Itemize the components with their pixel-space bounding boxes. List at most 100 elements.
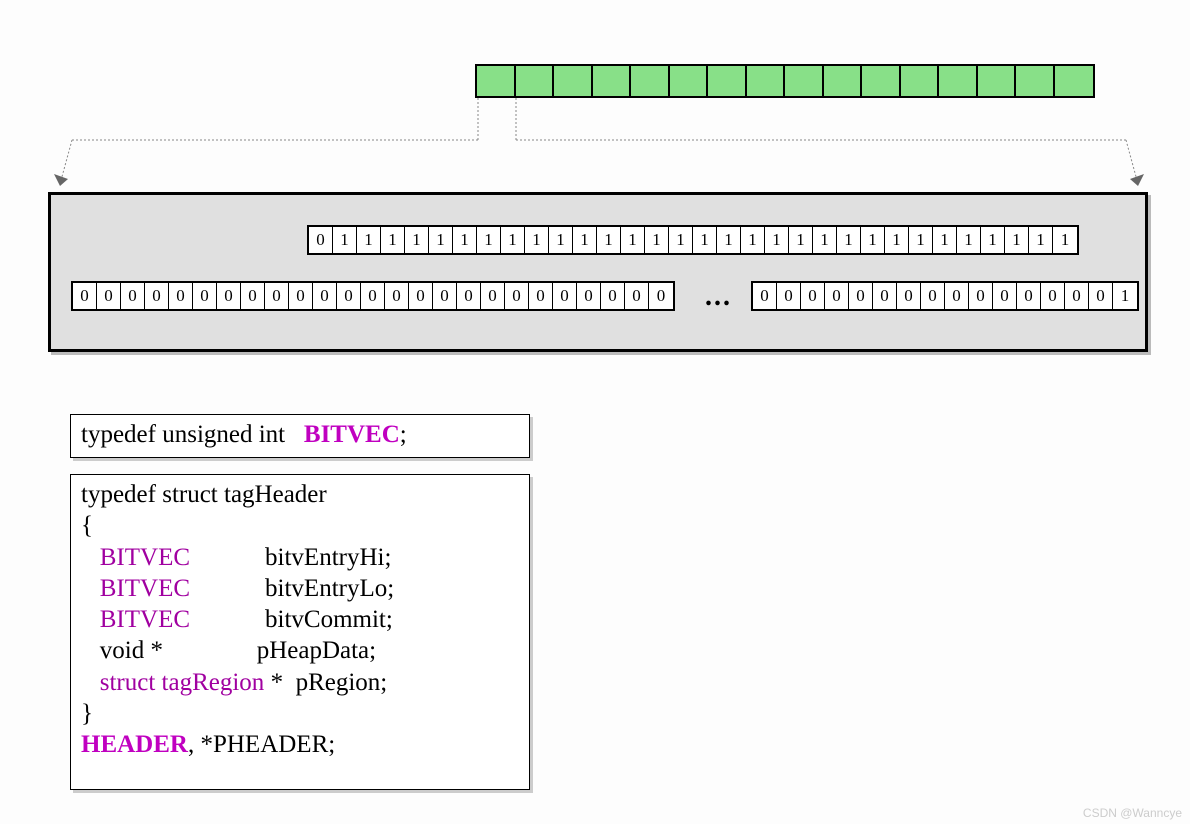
bit-cell: 0	[385, 283, 409, 309]
bit-row-2-right: 0000000000000001	[751, 281, 1139, 311]
bit-cell: 1	[1053, 227, 1077, 253]
bit-cell: 1	[861, 227, 885, 253]
bit-cell: 0	[169, 283, 193, 309]
green-cell	[901, 66, 940, 96]
code-line: {	[81, 510, 519, 541]
code-line: }	[81, 698, 519, 729]
green-cell	[978, 66, 1017, 96]
bit-cell: 0	[801, 283, 825, 309]
green-cell	[477, 66, 516, 96]
bit-cell: 0	[873, 283, 897, 309]
bit-cell: 0	[601, 283, 625, 309]
green-cell	[747, 66, 786, 96]
bit-cell: 1	[429, 227, 453, 253]
green-cell	[670, 66, 709, 96]
code-line: void * pHeapData;	[81, 635, 519, 666]
green-cell	[516, 66, 555, 96]
bit-cell: 0	[577, 283, 601, 309]
bit-cell: 1	[477, 227, 501, 253]
bit-cell: 0	[145, 283, 169, 309]
bit-cell: 0	[897, 283, 921, 309]
bit-cell: 0	[97, 283, 121, 309]
code-line: BITVEC bitvEntryLo;	[81, 573, 519, 604]
code-line: HEADER, *PHEADER;	[81, 729, 519, 760]
green-cell	[824, 66, 863, 96]
bit-cell: 0	[945, 283, 969, 309]
bit-cell: 0	[73, 283, 97, 309]
bit-cell: 1	[645, 227, 669, 253]
bit-cell: 1	[933, 227, 957, 253]
code-line: typedef struct tagHeader	[81, 479, 519, 510]
bit-cell: 1	[981, 227, 1005, 253]
bit-cell: 0	[1089, 283, 1113, 309]
bit-cell: 1	[501, 227, 525, 253]
bit-cell: 0	[1065, 283, 1089, 309]
green-cell	[939, 66, 978, 96]
green-cell	[708, 66, 747, 96]
bit-cell: 0	[969, 283, 993, 309]
bit-row-2-left: 0000000000000000000000000	[71, 281, 675, 311]
struct-box: typedef struct tagHeader{ BITVEC bitvEnt…	[70, 474, 530, 790]
green-cell	[593, 66, 632, 96]
bit-cell: 1	[813, 227, 837, 253]
bit-cell: 0	[361, 283, 385, 309]
bit-cell: 1	[957, 227, 981, 253]
bit-cell: 0	[337, 283, 361, 309]
green-cell	[631, 66, 670, 96]
bit-row-1: 01111111111111111111111111111111	[307, 225, 1079, 255]
green-cell-strip	[475, 64, 1095, 98]
bit-cell: 0	[777, 283, 801, 309]
bit-cell: 0	[217, 283, 241, 309]
bit-cell: 0	[1041, 283, 1065, 309]
bit-cell: 0	[625, 283, 649, 309]
bit-cell: 1	[741, 227, 765, 253]
bit-cell: 1	[357, 227, 381, 253]
green-cell	[1016, 66, 1055, 96]
bit-cell: 1	[549, 227, 573, 253]
bit-cell: 0	[433, 283, 457, 309]
bit-cell: 0	[121, 283, 145, 309]
bit-cell: 1	[333, 227, 357, 253]
bit-cell: 1	[1113, 283, 1137, 309]
green-cell	[862, 66, 901, 96]
bit-cell: 0	[753, 283, 777, 309]
bit-cell: 1	[1005, 227, 1029, 253]
bit-cell: 0	[481, 283, 505, 309]
bit-cell: 1	[837, 227, 861, 253]
bit-cell: 0	[193, 283, 217, 309]
bit-cell: 0	[529, 283, 553, 309]
code-line: BITVEC bitvCommit;	[81, 604, 519, 635]
bit-cell: 1	[789, 227, 813, 253]
bit-cell: 0	[553, 283, 577, 309]
bit-cell: 0	[825, 283, 849, 309]
bit-cell: 1	[909, 227, 933, 253]
bit-cell: 0	[993, 283, 1017, 309]
bit-cell: 0	[921, 283, 945, 309]
bit-cell: 1	[525, 227, 549, 253]
code-line: typedef unsigned int BITVEC;	[81, 419, 519, 450]
green-cell	[785, 66, 824, 96]
bit-cell: 1	[765, 227, 789, 253]
green-cell	[1055, 66, 1093, 96]
bit-cell: 1	[669, 227, 693, 253]
bit-cell: 0	[309, 227, 333, 253]
bit-cell: 1	[573, 227, 597, 253]
bit-cell: 0	[1017, 283, 1041, 309]
bit-cell: 1	[885, 227, 909, 253]
bit-cell: 1	[621, 227, 645, 253]
bit-cell: 1	[717, 227, 741, 253]
bit-cell: 0	[457, 283, 481, 309]
bit-cell: 0	[313, 283, 337, 309]
bit-cell: 0	[409, 283, 433, 309]
diagram-root: 01111111111111111111111111111111 0000000…	[0, 0, 1190, 824]
bit-cell: 0	[265, 283, 289, 309]
bit-cell: 0	[241, 283, 265, 309]
bit-cell: 1	[597, 227, 621, 253]
ellipsis: ...	[705, 281, 732, 313]
code-line: struct tagRegion * pRegion;	[81, 667, 519, 698]
bit-cell: 0	[505, 283, 529, 309]
code-line: BITVEC bitvEntryHi;	[81, 542, 519, 573]
bit-cell: 1	[453, 227, 477, 253]
bit-cell: 0	[649, 283, 673, 309]
green-cell	[554, 66, 593, 96]
